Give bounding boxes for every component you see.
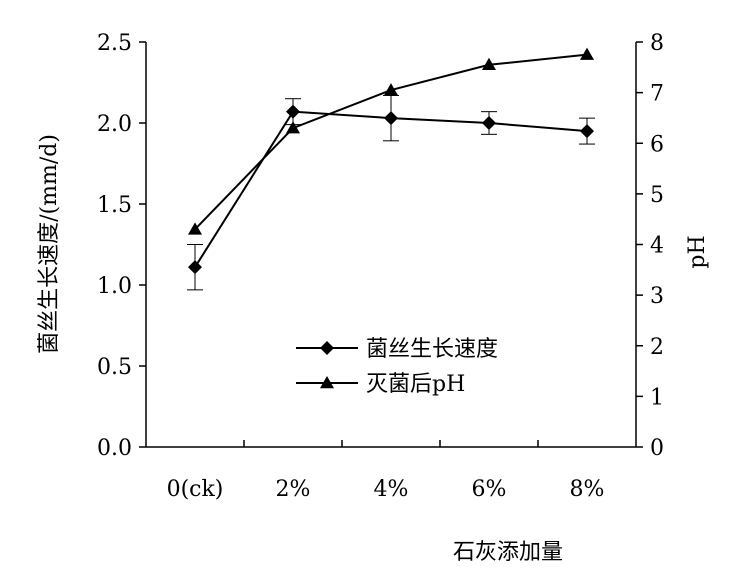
series-layer bbox=[187, 47, 595, 291]
data-point-triangle bbox=[482, 57, 496, 71]
data-point-diamond bbox=[188, 260, 202, 275]
data-point-triangle bbox=[188, 222, 202, 235]
y-left-tick-label: 2.0 bbox=[97, 112, 132, 137]
y-right-tick-label: 3 bbox=[650, 284, 664, 309]
y-left-tick-label: 1.5 bbox=[97, 193, 132, 218]
y-right-tick-label: 0 bbox=[650, 436, 664, 461]
x-axis-label: 石灰添加量 bbox=[453, 540, 563, 565]
legend-label: 灭菌后pH bbox=[366, 372, 465, 397]
data-point-diamond bbox=[580, 124, 594, 139]
y-right-tick-label: 2 bbox=[650, 335, 664, 360]
y-left-tick-label: 2.5 bbox=[97, 31, 132, 56]
series-line bbox=[194, 53, 588, 231]
right-axis: 0 1 2 3 4 5 6 7 8 bbox=[636, 31, 664, 461]
legend-label: 菌丝生长速度 bbox=[366, 337, 498, 362]
series-2 bbox=[188, 47, 594, 235]
y-left-tick-label: 0.0 bbox=[97, 436, 132, 461]
y-axis-left-label: 菌丝生长速度/(mm/d) bbox=[37, 134, 62, 354]
y-axis-right-label: pH bbox=[685, 235, 710, 268]
y-left-tick-label: 1.0 bbox=[97, 274, 132, 299]
legend-marker-triangle bbox=[320, 376, 334, 389]
x-tick-label: 4% bbox=[374, 477, 409, 502]
y-right-tick-label: 1 bbox=[650, 385, 664, 410]
data-point-diamond bbox=[286, 104, 300, 119]
data-point-diamond bbox=[384, 111, 398, 126]
data-point-triangle bbox=[286, 121, 300, 134]
y-left-tick-label: 0.5 bbox=[97, 355, 132, 380]
x-axis: 0(ck) 2% 4% 6% 8% bbox=[167, 440, 605, 502]
x-tick-label: 8% bbox=[570, 477, 605, 502]
data-point-triangle bbox=[384, 83, 398, 96]
series-1 bbox=[187, 94, 595, 291]
x-tick-label: 0(ck) bbox=[167, 477, 224, 502]
y-right-tick-label: 6 bbox=[650, 132, 664, 157]
legend-marker-diamond bbox=[320, 341, 334, 355]
data-point-triangle bbox=[580, 47, 594, 60]
x-tick-label: 2% bbox=[276, 477, 311, 502]
y-right-tick-label: 5 bbox=[650, 183, 664, 208]
y-right-tick-label: 4 bbox=[650, 234, 664, 259]
left-axis: 0.0 0.5 1.0 1.5 2.0 2.5 bbox=[97, 31, 146, 461]
y-right-tick-label: 8 bbox=[650, 31, 664, 56]
data-point-diamond bbox=[482, 116, 496, 130]
y-right-tick-label: 7 bbox=[650, 82, 664, 107]
x-tick-label: 6% bbox=[472, 477, 507, 502]
